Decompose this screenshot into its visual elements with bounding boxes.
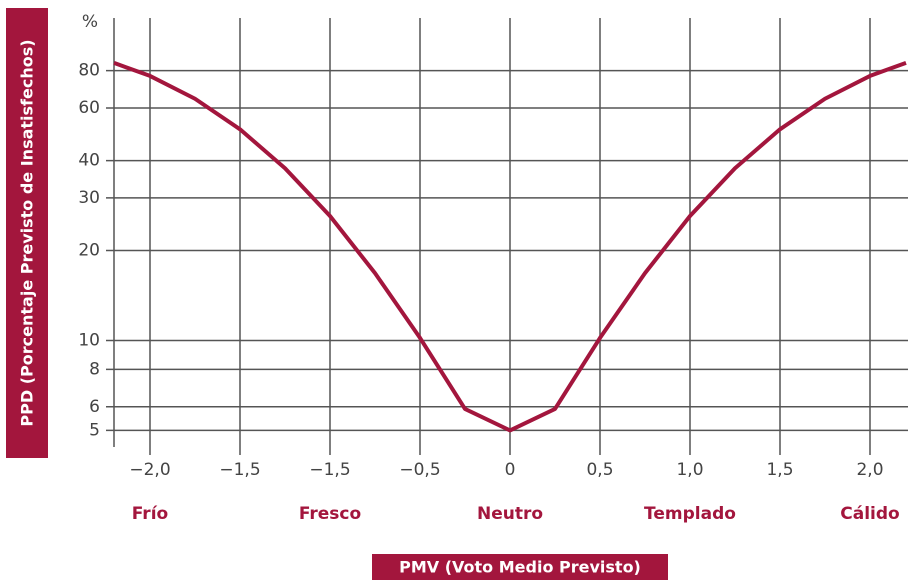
x-axis-label: PMV (Voto Medio Previsto) — [399, 558, 641, 577]
y-tick-label: 80 — [78, 61, 100, 81]
x-tick-label: 0 — [505, 460, 516, 480]
y-axis-label-box — [6, 8, 48, 458]
x-tick-label: −0,5 — [399, 460, 440, 480]
y-tick-label: 5 — [89, 420, 100, 440]
zone-label: Frío — [132, 504, 168, 524]
ppd-curve — [113, 61, 907, 433]
x-tick-label: −1,5 — [219, 460, 260, 480]
zone-label: Templado — [644, 504, 736, 524]
y-tick-label: 10 — [78, 330, 100, 350]
x-tick-label: −2,0 — [129, 460, 170, 480]
y-axis-label: PPD (Porcentaje Previsto de Insatisfecho… — [18, 39, 37, 426]
y-tick-label: 30 — [78, 188, 100, 208]
zone-label: Neutro — [477, 504, 543, 524]
x-tick-label: 0,5 — [586, 460, 613, 480]
x-tick-label: 1,5 — [766, 460, 793, 480]
y-unit: % — [82, 12, 98, 32]
zone-label: Cálido — [840, 504, 899, 524]
zone-label: Fresco — [299, 504, 361, 524]
x-tick-label: −1,5 — [309, 460, 350, 480]
y-tick-label: 20 — [78, 241, 100, 261]
y-tick-label: 40 — [78, 151, 100, 171]
x-axis-label-box — [372, 554, 668, 580]
y-tick-label: 6 — [89, 397, 100, 417]
x-tick-label: 2,0 — [856, 460, 883, 480]
y-tick-label: 60 — [78, 98, 100, 118]
y-tick-label: 8 — [89, 359, 100, 379]
x-tick-label: 1,0 — [676, 460, 703, 480]
